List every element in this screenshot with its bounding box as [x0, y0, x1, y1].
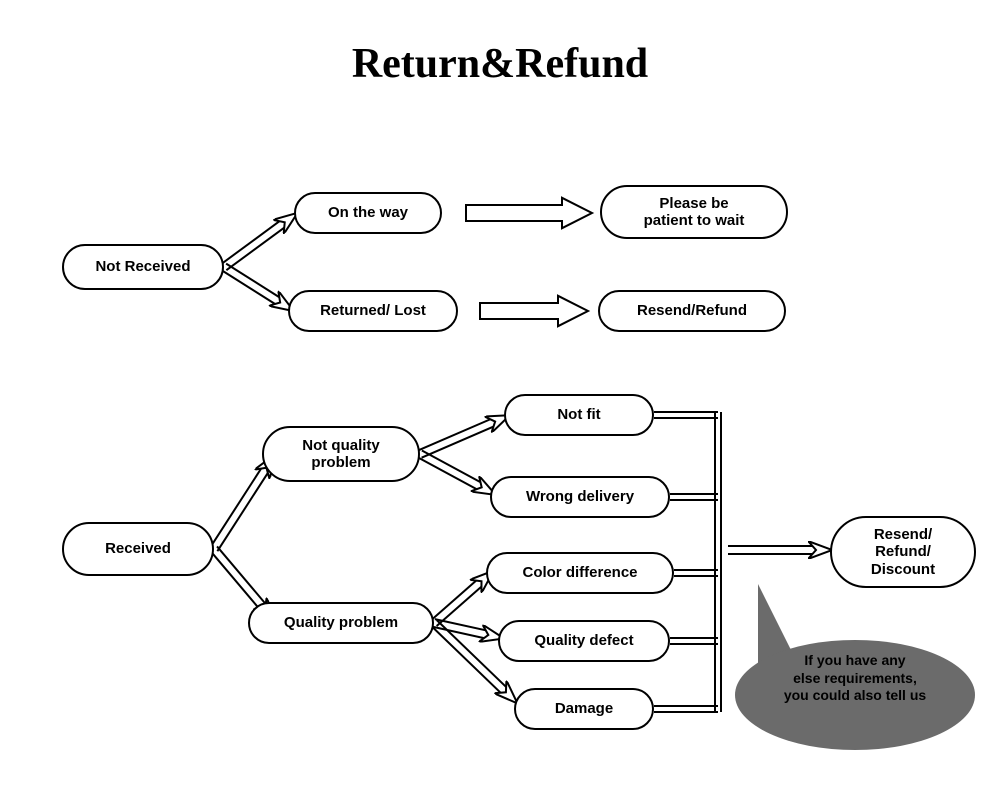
- node-label: Received: [105, 540, 171, 557]
- node-received: Received: [62, 522, 214, 576]
- node-label: Color difference: [522, 564, 637, 581]
- node-not_quality: Not qualityproblem: [262, 426, 420, 482]
- node-label: Please bepatient to wait: [644, 195, 745, 230]
- node-resend_refund2: Resend/Refund/Discount: [830, 516, 976, 588]
- node-wrong_del: Wrong delivery: [490, 476, 670, 518]
- node-label: Not qualityproblem: [302, 437, 380, 472]
- node-label: Damage: [555, 700, 613, 717]
- diagram-title: Return&Refund: [0, 40, 1000, 88]
- node-damage: Damage: [514, 688, 654, 730]
- node-label: Resend/Refund/Discount: [871, 526, 935, 578]
- node-label: Not Received: [95, 258, 190, 275]
- node-label: Resend/Refund: [637, 302, 747, 319]
- node-not_received: Not Received: [62, 244, 224, 290]
- node-label: Quality problem: [284, 614, 398, 631]
- node-on_the_way: On the way: [294, 192, 442, 234]
- node-label: On the way: [328, 204, 408, 221]
- node-quality_prob: Quality problem: [248, 602, 434, 644]
- node-label: Quality defect: [534, 632, 633, 649]
- node-color_diff: Color difference: [486, 552, 674, 594]
- node-please_wait: Please bepatient to wait: [600, 185, 788, 239]
- callout-text: If you have anyelse requirements,you cou…: [743, 652, 967, 705]
- node-not_fit: Not fit: [504, 394, 654, 436]
- node-label: Returned/ Lost: [320, 302, 426, 319]
- node-qual_defect: Quality defect: [498, 620, 670, 662]
- node-resend_refund1: Resend/Refund: [598, 290, 786, 332]
- node-label: Wrong delivery: [526, 488, 634, 505]
- node-label: Not fit: [557, 406, 600, 423]
- node-returned_lost: Returned/ Lost: [288, 290, 458, 332]
